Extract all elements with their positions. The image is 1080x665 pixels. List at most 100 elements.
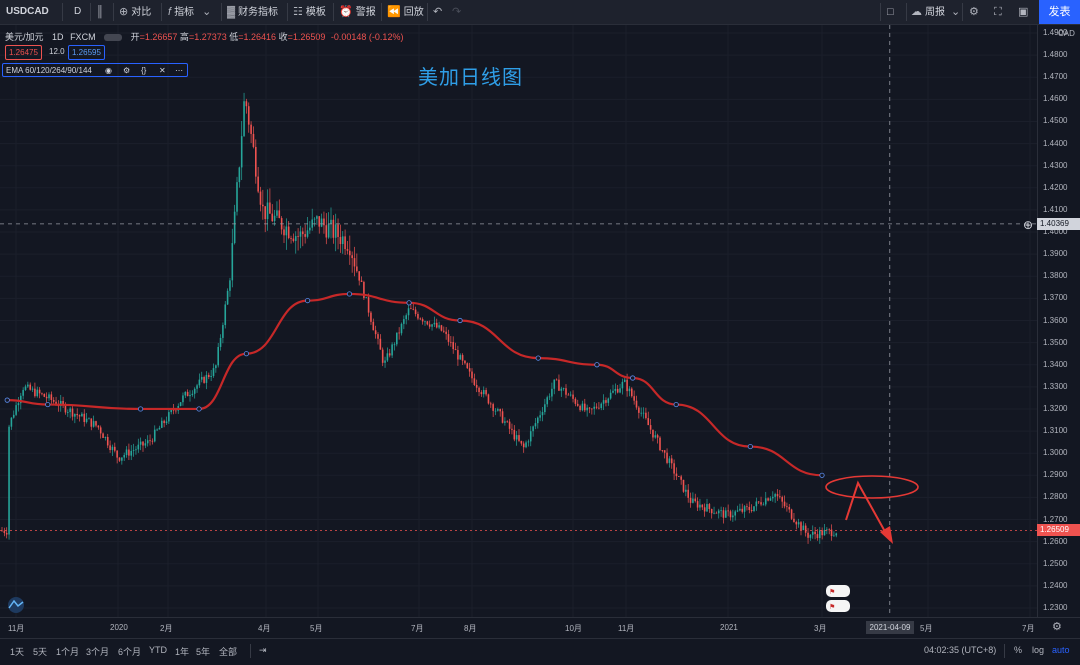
candle-style-button[interactable]: ║ (96, 0, 107, 24)
candle-body (62, 400, 64, 405)
candle-body (678, 476, 680, 477)
source-code-icon[interactable]: {} (141, 66, 147, 75)
divider (880, 3, 881, 21)
range-button[interactable]: 3个月 (86, 647, 110, 657)
layout-menu-button[interactable]: ☁ 周报 ⌄ (911, 0, 963, 24)
bid-price[interactable]: 1.26475 (5, 45, 42, 60)
ema-indicator-legend[interactable]: EMA 60/120/264/90/144 ◉ ⚙ {} ✕ ⋯ (2, 63, 188, 77)
range-button[interactable]: 1个月 (56, 647, 80, 657)
time-axis[interactable]: 11月 2020 2月 4月 5月 7月 8月 10月 11月 2021 3月 5月 7月 2021-0… (0, 617, 1080, 638)
candle-body (388, 353, 391, 356)
candle-body (111, 446, 114, 450)
chart-pane[interactable]: ⚑ ⚑ (0, 25, 1037, 617)
candle-body (41, 393, 43, 395)
price-chart[interactable]: ⚑ ⚑ (0, 25, 1037, 617)
range-button[interactable]: 5年 (196, 647, 211, 657)
candle-body (351, 255, 353, 259)
symbol-search[interactable]: USDCAD (6, 6, 49, 17)
more-icon[interactable]: ⋯ (175, 66, 183, 75)
indicators-button[interactable]: f 指标 ⌄ (168, 0, 214, 24)
undo-button[interactable]: ↶ (433, 0, 445, 24)
candle-body (297, 236, 299, 237)
time-tick-label: 11月 (8, 624, 25, 633)
axis-settings-icon[interactable]: ⚙ (1052, 621, 1062, 633)
price-axis[interactable]: 1.4900 1.4800 1.4700 1.4600 1.4500 1.4400 1.43… (1037, 25, 1080, 617)
candle-body (31, 388, 34, 390)
top-toolbar: USDCAD D ║ ⊕ 对比 f 指标 ⌄ ▓ 财务指标 ☷ 模板 ⏰ 警报 ⏪ 回放 ↶ … (0, 0, 1080, 25)
candle-body (581, 403, 584, 411)
candle-body (614, 388, 617, 391)
svg-text:⚑: ⚑ (829, 603, 835, 611)
events-icon[interactable] (8, 597, 24, 613)
goto-date-icon[interactable]: ⇥ (259, 645, 267, 655)
replay-button[interactable]: ⏪ 回放 (387, 0, 424, 24)
candle-body (433, 322, 436, 325)
candle-body (508, 421, 511, 429)
price-tick-label: 1.4500 (1043, 116, 1068, 126)
templates-button[interactable]: ☷ 模板 (293, 0, 326, 24)
candle-body (748, 506, 751, 511)
ema-line (7, 292, 823, 477)
fullscreen-button[interactable]: ⛶ (994, 0, 1005, 24)
settings-button[interactable]: ⚙ (969, 0, 982, 24)
financials-button[interactable]: ▓ 财务指标 (227, 0, 278, 24)
time-tick-label: 8月 (464, 624, 477, 633)
clock[interactable]: 04:02:35 (UTC+8) (924, 645, 997, 655)
publish-button[interactable]: 发表 (1039, 0, 1080, 24)
ema-markers (4, 291, 825, 478)
alarm-clock-icon: ⏰ (339, 6, 353, 18)
candle-body (43, 393, 46, 397)
price-tick-label: 1.4300 (1043, 160, 1068, 170)
earnings-marker[interactable]: ⚑ ⚑ (826, 585, 850, 612)
ema-marker (4, 397, 10, 403)
bottom-toolbar: 1天 5天 1个月 3个月 6个月 YTD 1年 5年 全部 ⇥ 04:02:35 (UTC+8… (0, 638, 1080, 665)
legend-toggle[interactable] (104, 34, 123, 42)
range-button[interactable]: 1年 (175, 647, 190, 657)
log-toggle[interactable]: log (1032, 645, 1045, 655)
candle-body (605, 400, 607, 403)
range-button[interactable]: 6个月 (118, 647, 142, 657)
compare-button[interactable]: ⊕ 对比 (119, 0, 151, 24)
auto-toggle[interactable]: auto (1052, 645, 1070, 655)
candle-body (586, 407, 588, 411)
layout-toggle-button[interactable]: □ (887, 0, 897, 24)
candle-body (363, 281, 365, 299)
candle-body (781, 497, 783, 502)
settings-icon[interactable]: ⚙ (123, 66, 131, 75)
range-button[interactable]: YTD (149, 645, 167, 655)
cloud-icon: ☁ (911, 6, 922, 18)
range-button[interactable]: 全部 (219, 647, 238, 657)
ask-price[interactable]: 1.26595 (68, 45, 105, 60)
candle-body (417, 313, 419, 319)
candle-body (130, 450, 133, 456)
candle-body (236, 182, 238, 212)
price-tick-label: 1.3400 (1043, 359, 1068, 369)
candle-body (175, 410, 177, 412)
legend-low-label: 低 (229, 32, 239, 42)
eye-icon[interactable]: ◉ (105, 66, 112, 75)
gear-icon: ⚙ (969, 6, 979, 18)
range-button[interactable]: 5天 (33, 647, 48, 657)
interval-button[interactable]: D (74, 6, 82, 17)
candle-body (306, 230, 309, 237)
candle-body (487, 394, 490, 404)
candle-body (151, 440, 154, 442)
price-tick-label: 1.2300 (1043, 603, 1068, 612)
candle-body (309, 227, 311, 231)
alert-button[interactable]: ⏰ 警报 (339, 0, 376, 24)
candle-body (163, 420, 165, 424)
close-icon[interactable]: ✕ (159, 66, 166, 75)
snapshot-button[interactable]: ▣ (1018, 0, 1031, 24)
candle-body (381, 349, 384, 363)
legend-symbol-name: 美元/加元 (5, 32, 44, 42)
range-button[interactable]: 1天 (10, 647, 25, 657)
candle-body (391, 344, 393, 356)
add-alert-icon[interactable]: ⊕ (1023, 218, 1034, 232)
candle-body (471, 371, 473, 379)
candle-body (633, 396, 635, 401)
percent-toggle[interactable]: % (1014, 645, 1023, 655)
candle-body (685, 489, 687, 492)
candle-body (562, 388, 565, 390)
candle-body (435, 322, 438, 328)
redo-button[interactable]: ↷ (452, 0, 464, 24)
